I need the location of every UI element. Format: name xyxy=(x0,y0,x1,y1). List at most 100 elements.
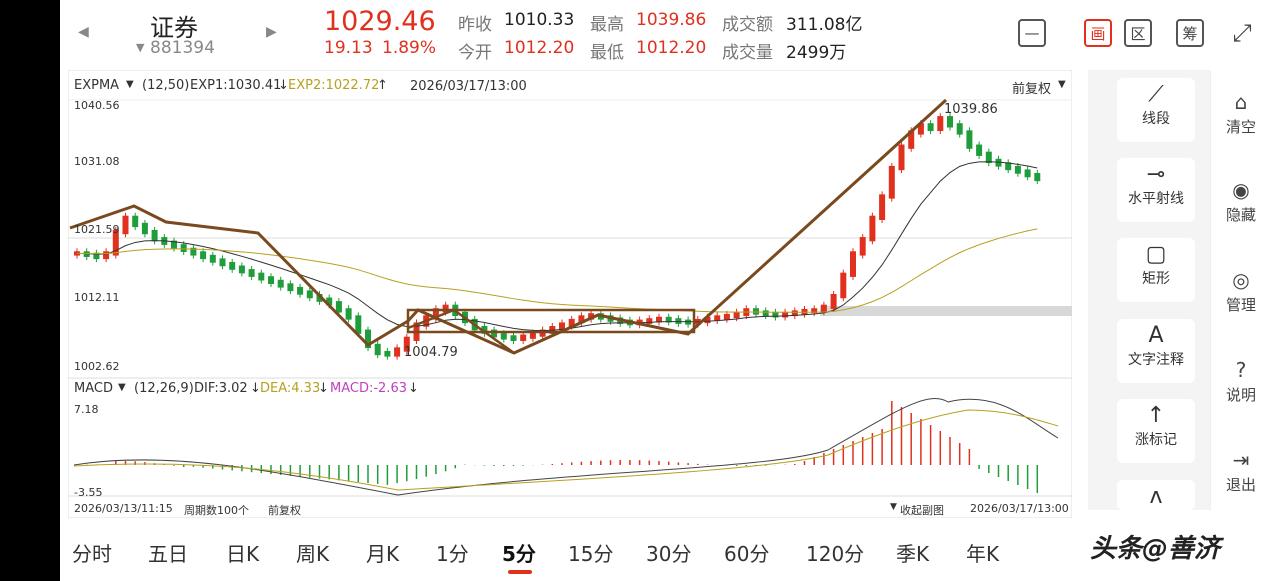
macd-y-top: 7.18 xyxy=(74,403,99,416)
tab-15分[interactable]: 15分 xyxy=(568,542,614,566)
low-value: 1012.20 xyxy=(636,38,707,58)
price-change-pct: 1.89% xyxy=(382,38,437,58)
amount-value: 311.08亿 xyxy=(786,15,863,35)
kline-chart-area[interactable]: EXPMA ▼ (12,50) EXP1:1030.41 ↓ EXP2:1022… xyxy=(68,70,1072,518)
dea-line xyxy=(73,409,1059,491)
landscape-icon[interactable]: ⤢ xyxy=(1232,19,1252,47)
sidebar-eye[interactable]: ◉ 隐藏 xyxy=(1211,178,1271,225)
sidebar-exit[interactable]: ⇥ 退出 xyxy=(1211,448,1271,495)
candle xyxy=(326,297,333,306)
tool-horizontal-ray[interactable]: ⊸ 水平射线 xyxy=(1117,158,1195,222)
end-time: 2026/03/17/13:00 xyxy=(970,502,1069,515)
tab-1分[interactable]: 1分 xyxy=(436,542,469,566)
candle xyxy=(258,272,265,281)
tab-日K[interactable]: 日K xyxy=(226,542,260,566)
help-icon: ? xyxy=(1235,358,1247,382)
candle xyxy=(811,308,818,314)
candle xyxy=(141,222,148,235)
tab-五日[interactable]: 五日 xyxy=(148,542,188,566)
candle xyxy=(762,310,769,317)
candle xyxy=(665,316,672,323)
exp2-line xyxy=(76,228,1038,313)
tab-分时[interactable]: 分时 xyxy=(72,542,112,566)
prev-stock-icon[interactable]: ◀ xyxy=(78,24,89,40)
tool-price-mark[interactable]: ↑ 涨标记 xyxy=(1117,399,1195,463)
tool-rectangle[interactable]: ▢ 矩形 xyxy=(1117,238,1195,302)
candle xyxy=(1024,169,1031,178)
collapse-icon[interactable]: ▼ xyxy=(890,502,897,512)
candle xyxy=(93,252,100,260)
sidebar-help[interactable]: ? 说明 xyxy=(1211,358,1271,405)
candle xyxy=(937,116,944,132)
candle xyxy=(432,308,439,320)
tab-季K[interactable]: 季K xyxy=(896,542,930,566)
draw-icon[interactable]: 画 xyxy=(1084,19,1112,47)
period-count: 周期数100个 xyxy=(184,504,249,517)
rectangle-icon: ▢ xyxy=(1145,242,1167,267)
candle xyxy=(675,318,682,324)
candle xyxy=(908,130,915,149)
candle xyxy=(927,123,934,132)
zigzag-line xyxy=(407,308,689,355)
candle xyxy=(646,318,653,324)
sub-frame xyxy=(68,377,1072,518)
next-stock-icon[interactable]: ▶ xyxy=(266,24,277,40)
clear-icon: ⌂ xyxy=(1234,90,1248,114)
collapse-sub-chart[interactable]: 收起副图 xyxy=(900,504,944,517)
candle xyxy=(966,130,973,149)
tool-label: 文字注释 xyxy=(1128,352,1184,368)
exp1-line xyxy=(76,161,1038,332)
dropdown-icon[interactable]: ▼ xyxy=(136,41,145,54)
candle xyxy=(1034,173,1041,182)
tool-text[interactable]: A 文字注释 xyxy=(1117,319,1195,383)
current-price: 1029.46 xyxy=(324,6,436,37)
tab-周K[interactable]: 周K xyxy=(296,542,330,566)
prev-close-band xyxy=(820,306,1072,316)
sidebar-label: 说明 xyxy=(1225,386,1256,404)
candle xyxy=(830,293,837,309)
sidebar-clear[interactable]: ⌂ 清空 xyxy=(1211,90,1271,137)
main-indicator-dropdown-icon[interactable]: ▼ xyxy=(126,79,134,90)
tab-5分[interactable]: 5分 xyxy=(502,542,536,566)
exit-icon: ⇥ xyxy=(1232,448,1250,472)
candle xyxy=(277,279,284,288)
candle xyxy=(1014,165,1021,174)
kline-svg[interactable] xyxy=(68,70,1072,518)
manage-icon: ◎ xyxy=(1232,268,1250,292)
adjust-label[interactable]: 前复权 xyxy=(1012,82,1052,97)
tab-年K[interactable]: 年K xyxy=(966,542,1000,566)
prev-close-label: 昨收 xyxy=(458,15,492,35)
adjust-dropdown-icon[interactable]: ▼ xyxy=(1058,79,1066,90)
candle xyxy=(200,251,207,260)
sub-indicator-dropdown-icon[interactable]: ▼ xyxy=(118,382,126,393)
candle xyxy=(238,265,245,274)
sidebar-manage[interactable]: ◎ 管理 xyxy=(1211,268,1271,315)
exp2-value: EXP2:1022.72 xyxy=(288,78,380,93)
sub-indicator-name[interactable]: MACD xyxy=(74,381,113,396)
candle xyxy=(103,251,110,260)
candle xyxy=(888,165,895,199)
tool-segment[interactable]: ⟋ 线段 xyxy=(1117,78,1195,142)
candle xyxy=(850,251,856,277)
tool-wave[interactable]: ᴧ xyxy=(1117,480,1195,510)
candle xyxy=(345,308,352,320)
candle xyxy=(219,258,226,267)
candle xyxy=(287,283,294,292)
candle xyxy=(723,313,730,320)
tab-30分[interactable]: 30分 xyxy=(646,542,692,566)
tab-120分[interactable]: 120分 xyxy=(806,542,865,566)
wave-icon: ᴧ xyxy=(1149,484,1163,509)
exp1-value: EXP1:1030.41 xyxy=(190,78,282,93)
candle xyxy=(985,151,992,164)
candle xyxy=(588,313,595,320)
chip-icon[interactable]: 筹 xyxy=(1176,19,1204,47)
minimize-icon[interactable]: — xyxy=(1018,19,1046,47)
open-label: 今开 xyxy=(458,43,492,63)
main-indicator-params: (12,50) xyxy=(142,78,190,93)
tab-月K[interactable]: 月K xyxy=(366,542,400,566)
main-indicator-name[interactable]: EXPMA xyxy=(74,78,120,93)
tab-60分[interactable]: 60分 xyxy=(724,542,770,566)
candle xyxy=(578,315,585,324)
range-icon[interactable]: 区 xyxy=(1124,19,1152,47)
price-mark-icon: ↑ xyxy=(1146,403,1166,428)
